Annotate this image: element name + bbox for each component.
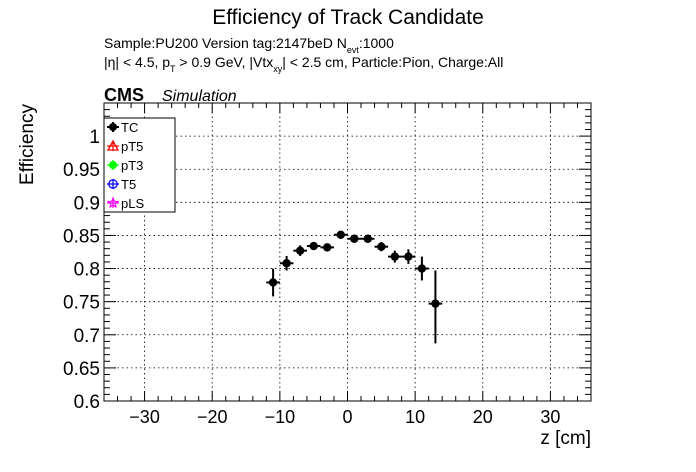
subtitle-line-1: Sample:PU200 Version tag:2147beD Nevt:10… <box>104 35 394 55</box>
legend-item: pT5 <box>106 139 143 154</box>
subtitle-line-2-part1: |η| < 4.5, p <box>104 54 170 70</box>
data-point <box>293 245 307 256</box>
data-point <box>347 234 362 243</box>
chart-title: Efficiency of Track Candidate <box>212 6 484 29</box>
legend-marker-circle <box>109 161 117 169</box>
data-point <box>415 256 429 281</box>
y-tick-label: 1 <box>89 127 100 148</box>
subtitle-line-2-part3: | < 2.5 cm, Particle:Pion, Charge:All <box>282 54 503 70</box>
subtitle-line-1-suffix: :1000 <box>359 35 394 51</box>
legend-marker-triangle <box>106 139 120 151</box>
point-marker <box>268 278 278 287</box>
subtitle-line-2-sub2: xy <box>273 64 283 74</box>
x-tick-label: −30 <box>129 407 160 427</box>
data-point <box>374 242 389 252</box>
data-point <box>388 250 402 263</box>
legend-label: pT5 <box>121 139 143 154</box>
simulation-label: Simulation <box>162 88 237 105</box>
point-marker <box>295 246 305 255</box>
point-marker <box>309 241 318 251</box>
legend-marker-open-circle <box>108 179 118 189</box>
y-tick-label: 0.65 <box>63 359 100 380</box>
legend-marker-star <box>106 196 120 209</box>
point-marker <box>282 259 291 268</box>
data-points <box>266 230 443 344</box>
legend-label: pLS <box>121 196 144 211</box>
subtitle-line-2-sub1: T <box>170 64 176 74</box>
data-point <box>333 230 348 239</box>
legend-label: T5 <box>121 177 136 192</box>
data-point <box>266 268 280 297</box>
data-point <box>306 241 321 251</box>
cms-label: CMS <box>104 85 144 105</box>
subtitle-line-2: |η| < 4.5, pT > 0.9 GeV, |Vtxxy| < 2.5 c… <box>104 54 503 74</box>
y-tick-label: 0.95 <box>63 160 100 181</box>
x-tick-label: 30 <box>540 407 560 427</box>
x-tick-label: −10 <box>265 407 296 427</box>
y-axis-label: Efficiency <box>17 104 38 185</box>
data-point <box>428 270 443 344</box>
x-tick-label: −20 <box>197 407 228 427</box>
data-point <box>279 255 294 271</box>
point-marker <box>431 299 440 308</box>
plot-frame <box>103 102 592 402</box>
legend-item: pT3 <box>107 158 143 173</box>
legend-label: pT3 <box>121 158 143 173</box>
point-marker <box>350 234 359 243</box>
data-point <box>401 249 416 264</box>
point-marker <box>363 234 372 243</box>
data-point <box>361 234 375 243</box>
legend: TC pT5 pT3 T5 pLS <box>103 117 176 213</box>
legend-item: TC <box>107 120 138 135</box>
subtitle-line-2-part2: > 0.9 GeV, |Vtx <box>176 54 274 70</box>
point-marker <box>417 264 427 273</box>
y-tick-label: 0.75 <box>63 293 100 314</box>
legend-label: TC <box>121 120 138 135</box>
point-marker <box>336 230 345 239</box>
legend-marker-tc <box>109 123 117 131</box>
point-marker <box>390 252 400 261</box>
data-point <box>320 243 334 252</box>
legend-item: pLS <box>106 196 144 211</box>
x-tick-label: 10 <box>405 407 425 427</box>
point-marker <box>377 242 386 251</box>
y-tick-labels: 0.6 0.65 0.7 0.75 0.8 0.85 0.9 0.95 1 <box>63 127 100 413</box>
y-tick-label: 0.7 <box>74 326 100 347</box>
y-tick-label: 0.85 <box>63 226 100 247</box>
legend-items: TC pT5 pT3 T5 pLS <box>106 120 144 211</box>
y-tick-label: 0.9 <box>74 193 100 214</box>
subtitle-line-1-prefix: Sample:PU200 Version tag:2147beD N <box>104 35 347 51</box>
x-tick-label: 0 <box>342 407 352 427</box>
x-tick-labels: −30 −20 −10 0 10 20 30 <box>129 407 560 427</box>
y-tick-label: 0.6 <box>74 392 100 413</box>
x-axis-label: z [cm] <box>540 428 591 449</box>
y-tick-label: 0.8 <box>74 260 100 281</box>
x-tick-label: 20 <box>473 407 493 427</box>
grid <box>104 103 591 402</box>
point-marker <box>323 243 332 252</box>
subtitle-line-1-sub: evt <box>347 45 360 55</box>
legend-item: T5 <box>107 177 136 192</box>
point-marker <box>404 252 413 261</box>
